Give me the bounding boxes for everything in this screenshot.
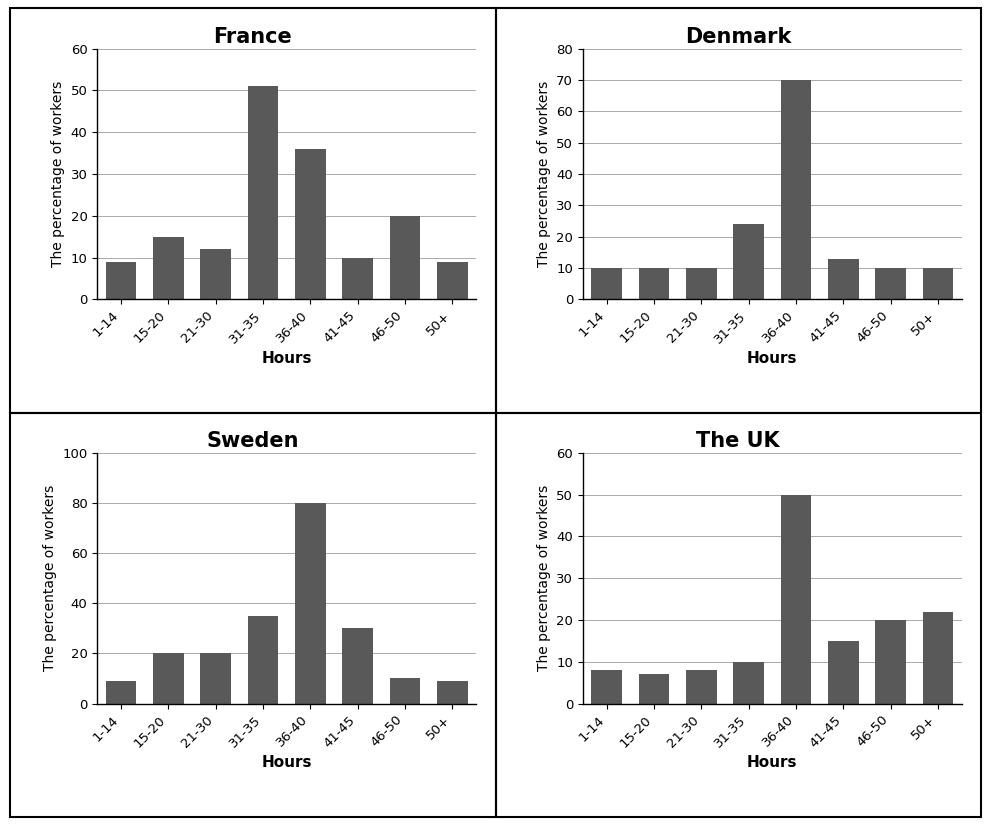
Text: Denmark: Denmark xyxy=(685,26,792,46)
Bar xyxy=(827,258,858,299)
Bar xyxy=(200,249,231,299)
Bar xyxy=(781,80,812,299)
Y-axis label: The percentage of workers: The percentage of workers xyxy=(52,81,65,267)
Bar xyxy=(437,681,468,704)
Y-axis label: The percentage of workers: The percentage of workers xyxy=(537,485,551,672)
Bar xyxy=(875,268,906,299)
Bar xyxy=(106,262,137,299)
Bar xyxy=(153,237,183,299)
Bar xyxy=(592,670,622,704)
X-axis label: Hours: Hours xyxy=(262,756,312,771)
Bar xyxy=(295,503,326,704)
Bar xyxy=(827,641,858,704)
Bar xyxy=(248,87,278,299)
X-axis label: Hours: Hours xyxy=(747,756,798,771)
Bar xyxy=(733,662,764,704)
Bar xyxy=(295,149,326,299)
Bar xyxy=(389,678,420,704)
X-axis label: Hours: Hours xyxy=(747,351,798,366)
X-axis label: Hours: Hours xyxy=(262,351,312,366)
Text: The UK: The UK xyxy=(697,431,780,450)
Bar xyxy=(638,268,669,299)
Bar xyxy=(686,670,716,704)
Text: France: France xyxy=(213,26,292,46)
Bar xyxy=(342,629,373,704)
Bar xyxy=(437,262,468,299)
Y-axis label: The percentage of workers: The percentage of workers xyxy=(537,81,551,267)
Bar xyxy=(389,216,420,299)
Bar xyxy=(733,224,764,299)
Bar xyxy=(106,681,137,704)
Bar xyxy=(781,495,812,704)
Y-axis label: The percentage of workers: The percentage of workers xyxy=(43,485,56,672)
Bar xyxy=(875,620,906,704)
Bar xyxy=(342,257,373,299)
Bar xyxy=(200,653,231,704)
Bar xyxy=(592,268,622,299)
Text: Sweden: Sweden xyxy=(206,431,299,450)
Bar xyxy=(638,674,669,704)
Bar xyxy=(153,653,183,704)
Bar xyxy=(923,268,953,299)
Bar xyxy=(923,611,953,704)
Bar xyxy=(248,615,278,704)
Bar xyxy=(686,268,716,299)
